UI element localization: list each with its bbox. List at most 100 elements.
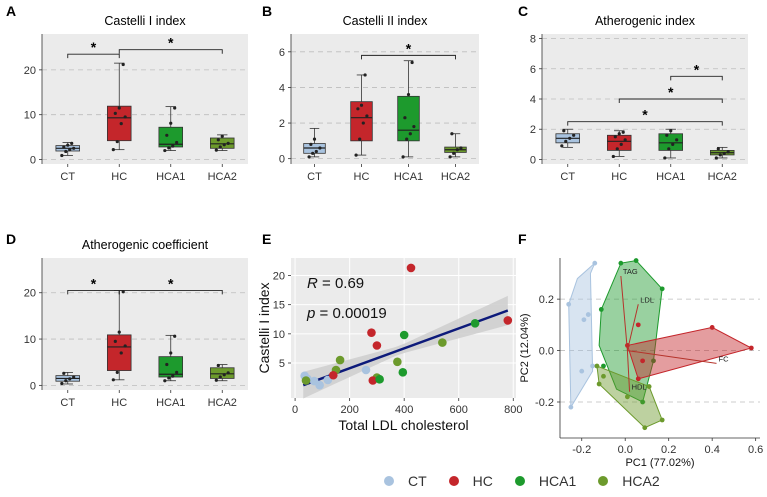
panel-letter: F <box>518 231 527 247</box>
data-point <box>726 150 730 154</box>
x-tick-label: HC <box>111 397 127 409</box>
x-axis-label: Total LDL cholesterol <box>338 417 468 433</box>
data-point <box>119 351 123 355</box>
box-hc <box>350 101 373 142</box>
data-point <box>663 156 667 160</box>
panel-castelli-ii: B Castelli II index 0 2 4 6 CT HC HCA1 HCA2 * <box>262 3 479 183</box>
data-point <box>220 134 224 138</box>
data-point <box>216 138 220 142</box>
data-point <box>72 146 76 150</box>
data-point-hca2 <box>594 363 600 369</box>
y-tick-label: 5 <box>279 358 285 370</box>
x-tick-label: HC <box>111 171 127 183</box>
r-annotation: R = 0.69 <box>307 275 364 292</box>
data-point <box>163 148 167 153</box>
data-point <box>615 147 619 151</box>
box-hc <box>607 134 632 151</box>
data-point <box>611 154 615 159</box>
data-point <box>412 125 416 129</box>
significance-label: * <box>91 39 97 55</box>
data-point <box>216 363 220 368</box>
legend-item-ct: CT <box>384 473 427 489</box>
data-point <box>218 145 222 149</box>
data-point <box>66 143 70 147</box>
legend-item-hc: HC <box>448 473 493 489</box>
y-tick-label: 0 <box>30 380 36 392</box>
significance-label: * <box>668 84 674 100</box>
data-point-hca2 <box>646 384 652 389</box>
significance-bracket <box>670 75 723 81</box>
data-point-hc <box>328 370 338 380</box>
data-point <box>613 135 617 139</box>
data-point <box>716 147 720 151</box>
data-point <box>113 339 117 343</box>
x-tick-label: 0.0 <box>618 444 633 456</box>
significance-label: * <box>642 107 648 123</box>
significance-bracket <box>118 49 223 54</box>
loading-label: FC <box>719 354 730 363</box>
data-point-hca1 <box>633 258 639 263</box>
data-point <box>667 147 671 151</box>
panel-title: Castelli II index <box>343 14 429 28</box>
y-tick-label: 10 <box>24 110 36 122</box>
data-point-hc <box>367 328 376 337</box>
data-point <box>218 375 222 379</box>
data-point <box>307 155 311 159</box>
significance-label: * <box>168 35 174 51</box>
box-hca1 <box>397 95 420 142</box>
box-hca2 <box>210 137 235 149</box>
data-point <box>359 103 364 107</box>
data-point <box>113 111 117 115</box>
data-point <box>169 121 173 125</box>
data-point <box>165 362 169 367</box>
x-tick-label: 800 <box>504 404 522 416</box>
significance-label: * <box>694 61 700 77</box>
data-point <box>564 139 568 143</box>
data-point <box>68 148 72 152</box>
data-point <box>406 92 411 97</box>
x-tick-label: HCA2 <box>708 171 737 183</box>
y-tick-label: 0 <box>279 154 285 166</box>
panel-letter: C <box>518 3 528 19</box>
data-point <box>401 155 405 159</box>
data-point <box>175 370 179 374</box>
legend-item-hca1: HCA1 <box>514 473 576 489</box>
loading-arrow <box>626 350 631 392</box>
significance-bracket <box>618 98 723 103</box>
panel-title: Atherogenic index <box>595 14 696 28</box>
data-point <box>64 149 68 154</box>
panel-title: Castelli I index <box>104 14 186 28</box>
y-tick-label: 4 <box>279 82 285 94</box>
data-point <box>459 146 463 150</box>
data-point <box>354 153 358 157</box>
x-tick-label: HCA1 <box>156 171 185 183</box>
data-point-hca2 <box>601 373 606 379</box>
panel-letter: E <box>262 231 271 247</box>
data-point <box>671 142 675 146</box>
data-point <box>167 376 171 380</box>
data-point-hca2 <box>624 394 630 400</box>
data-point-hca2 <box>659 417 665 423</box>
data-point <box>358 137 362 141</box>
data-point <box>60 381 64 386</box>
data-point <box>311 151 315 155</box>
y-tick-label: 15 <box>273 300 285 312</box>
data-point <box>452 151 456 155</box>
data-point-ct <box>579 368 585 374</box>
data-point <box>123 344 127 348</box>
x-tick-label: HCA1 <box>394 171 423 183</box>
loading-arrow <box>626 304 639 351</box>
data-point <box>167 146 171 150</box>
data-point <box>356 107 360 111</box>
data-point <box>623 138 627 142</box>
data-point <box>173 334 177 338</box>
data-point <box>363 73 367 77</box>
data-point-hc <box>406 263 416 273</box>
data-point <box>121 290 125 294</box>
data-point <box>562 129 566 133</box>
data-point <box>222 143 226 147</box>
data-point <box>361 121 365 125</box>
data-point-hca1 <box>640 399 646 405</box>
